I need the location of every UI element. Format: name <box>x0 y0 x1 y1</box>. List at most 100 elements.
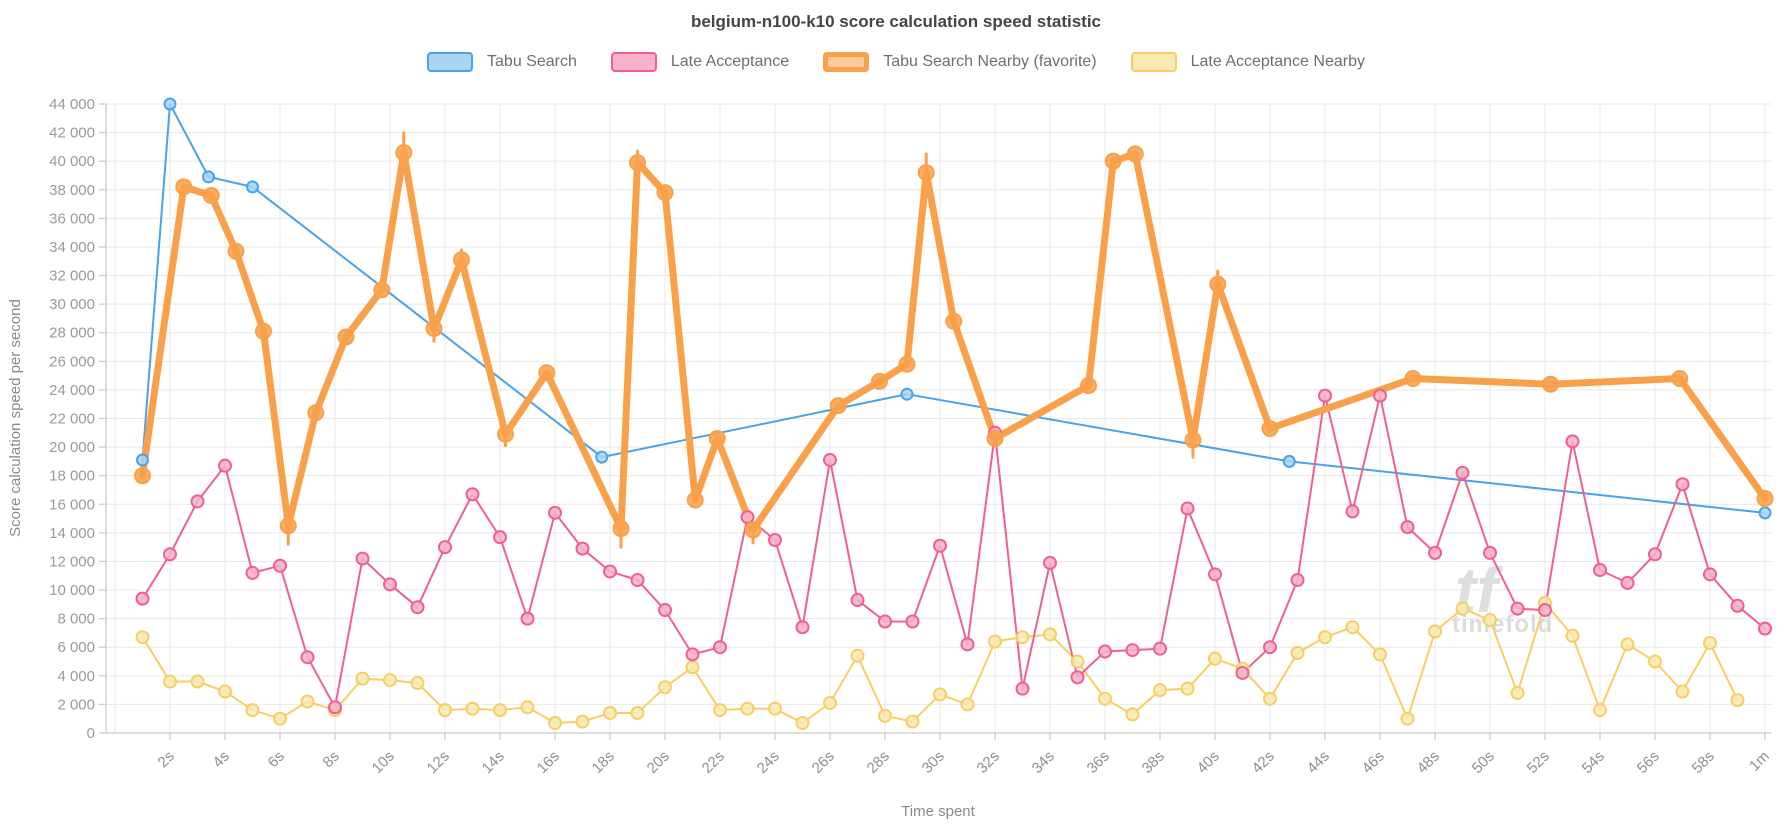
data-point-marker[interactable] <box>1675 477 1690 492</box>
data-point-marker[interactable] <box>713 703 727 718</box>
data-point-marker[interactable] <box>612 520 630 538</box>
data-point-marker[interactable] <box>190 674 205 689</box>
data-point-marker[interactable] <box>685 660 700 675</box>
data-point-marker[interactable] <box>686 491 704 509</box>
data-point-marker[interactable] <box>1153 683 1167 698</box>
data-point-marker[interactable] <box>1098 644 1112 659</box>
data-point-marker[interactable] <box>1400 520 1415 535</box>
data-point-marker[interactable] <box>493 703 507 718</box>
data-point-marker[interactable] <box>438 703 452 718</box>
data-point-marker[interactable] <box>453 251 470 269</box>
data-point-marker[interactable] <box>1758 621 1772 636</box>
data-point-marker[interactable] <box>713 640 727 655</box>
data-point-marker[interactable] <box>575 714 590 729</box>
data-point-marker[interactable] <box>986 430 1004 448</box>
data-point-marker[interactable] <box>383 673 397 688</box>
data-point-marker[interactable] <box>245 565 260 580</box>
legend-item-tabu-search[interactable]: Tabu Search <box>427 52 577 72</box>
data-point-marker[interactable] <box>548 715 562 730</box>
data-point-marker[interactable] <box>1565 434 1580 449</box>
data-point-marker[interactable] <box>218 684 232 699</box>
data-point-marker[interactable] <box>1098 691 1112 706</box>
data-point-marker[interactable] <box>945 312 963 330</box>
data-point-marker[interactable] <box>1671 369 1689 387</box>
data-point-marker[interactable] <box>795 715 810 730</box>
data-point-marker[interactable] <box>520 611 535 626</box>
data-point-marker[interactable] <box>933 538 947 553</box>
data-point-marker[interactable] <box>878 614 892 629</box>
data-point-marker[interactable] <box>768 533 782 548</box>
data-point-marker[interactable] <box>1373 647 1387 662</box>
data-point-marker[interactable] <box>1404 369 1422 387</box>
data-point-marker[interactable] <box>768 701 782 716</box>
data-point-marker[interactable] <box>1620 575 1635 590</box>
data-point-marker[interactable] <box>871 372 888 390</box>
data-point-marker[interactable] <box>520 700 535 715</box>
data-point-marker[interactable] <box>1455 465 1470 480</box>
data-point-marker[interactable] <box>548 505 562 520</box>
data-point-marker[interactable] <box>1043 627 1057 642</box>
data-point-marker[interactable] <box>383 577 397 592</box>
data-point-marker[interactable] <box>538 364 556 382</box>
data-point-marker[interactable] <box>658 680 672 695</box>
data-point-marker[interactable] <box>1593 703 1607 718</box>
data-point-marker[interactable] <box>328 700 342 715</box>
data-point-marker[interactable] <box>1345 504 1360 519</box>
data-point-marker[interactable] <box>1620 637 1635 652</box>
data-point-marker[interactable] <box>395 144 413 162</box>
data-point-marker[interactable] <box>1542 375 1559 393</box>
data-point-marker[interactable] <box>438 540 452 555</box>
data-point-marker[interactable] <box>246 180 259 194</box>
data-point-marker[interactable] <box>900 387 914 401</box>
data-point-marker[interactable] <box>245 703 260 718</box>
data-point-marker[interactable] <box>497 425 514 443</box>
data-point-marker[interactable] <box>1318 630 1332 645</box>
data-point-marker[interactable] <box>1290 573 1305 588</box>
data-point-marker[interactable] <box>1510 601 1525 616</box>
data-point-marker[interactable] <box>1080 377 1097 395</box>
data-point-marker[interactable] <box>1209 275 1227 293</box>
data-point-marker[interactable] <box>1263 691 1277 706</box>
data-point-marker[interactable] <box>1043 555 1057 570</box>
data-point-marker[interactable] <box>1180 501 1195 516</box>
data-point-marker[interactable] <box>163 547 177 562</box>
data-point-marker[interactable] <box>603 564 617 579</box>
data-point-marker[interactable] <box>1593 563 1607 578</box>
data-point-marker[interactable] <box>355 551 370 566</box>
data-point-marker[interactable] <box>1015 681 1030 696</box>
data-point-marker[interactable] <box>1261 420 1279 438</box>
data-point-marker[interactable] <box>1538 603 1552 618</box>
data-point-marker[interactable] <box>685 647 700 662</box>
data-point-marker[interactable] <box>1070 654 1085 669</box>
data-point-marker[interactable] <box>708 430 726 448</box>
data-point-marker[interactable] <box>960 637 975 652</box>
data-point-marker[interactable] <box>1345 620 1360 635</box>
data-point-marker[interactable] <box>740 510 755 525</box>
data-point-marker[interactable] <box>850 648 865 663</box>
data-point-marker[interactable] <box>1400 711 1415 726</box>
data-point-marker[interactable] <box>202 186 220 204</box>
data-point-marker[interactable] <box>493 530 507 545</box>
data-point-marker[interactable] <box>1428 545 1442 560</box>
data-point-marker[interactable] <box>575 541 590 556</box>
data-point-marker[interactable] <box>202 170 215 184</box>
data-point-marker[interactable] <box>595 450 609 464</box>
data-point-marker[interactable] <box>134 467 151 485</box>
data-point-marker[interactable] <box>1125 643 1140 658</box>
data-point-marker[interactable] <box>355 671 370 686</box>
data-point-marker[interactable] <box>630 705 645 720</box>
data-point-marker[interactable] <box>850 593 865 608</box>
data-point-marker[interactable] <box>795 620 810 635</box>
legend-item-late-acceptance[interactable]: Late Acceptance <box>610 52 789 72</box>
data-point-marker[interactable] <box>905 714 920 729</box>
data-point-marker[interactable] <box>1125 707 1140 722</box>
data-point-marker[interactable] <box>135 630 150 645</box>
data-point-marker[interactable] <box>373 281 391 299</box>
data-point-marker[interactable] <box>630 573 645 588</box>
data-point-marker[interactable] <box>425 319 443 337</box>
data-point-marker[interactable] <box>1184 431 1202 449</box>
data-point-marker[interactable] <box>1730 598 1745 613</box>
data-point-marker[interactable] <box>823 695 837 710</box>
data-point-marker[interactable] <box>829 397 847 415</box>
data-point-marker[interactable] <box>740 701 755 716</box>
